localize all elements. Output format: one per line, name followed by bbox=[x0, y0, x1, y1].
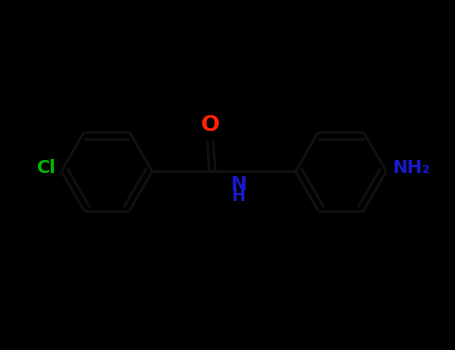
Text: H: H bbox=[231, 188, 245, 205]
Text: Cl: Cl bbox=[36, 159, 56, 177]
Text: N: N bbox=[230, 175, 246, 194]
Text: O: O bbox=[201, 115, 220, 135]
Text: NH₂: NH₂ bbox=[392, 159, 430, 177]
